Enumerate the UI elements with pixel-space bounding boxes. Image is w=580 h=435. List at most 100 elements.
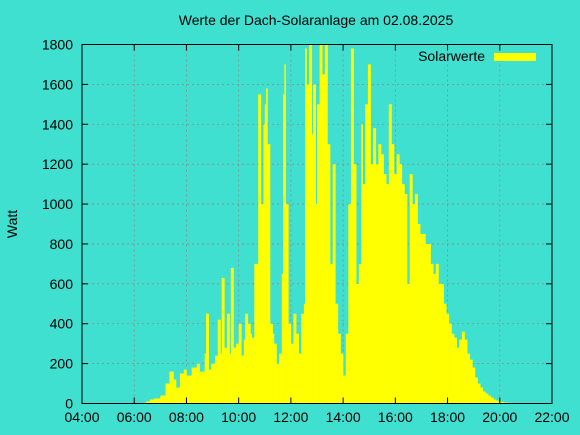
data-point bbox=[281, 273, 284, 404]
x-tick-label: 18:00 bbox=[430, 409, 465, 425]
data-point bbox=[311, 134, 314, 404]
x-tick-label: 16:00 bbox=[378, 409, 413, 425]
data-point bbox=[165, 383, 170, 404]
data-point bbox=[340, 353, 344, 404]
data-point bbox=[191, 367, 198, 404]
x-tick-label: 06:00 bbox=[117, 409, 152, 425]
data-point bbox=[495, 400, 499, 404]
data-point bbox=[169, 371, 174, 404]
axis-ticks: 0 200 400 600 800 1000 1200 1400 1600 1800 04:00 06… bbox=[42, 37, 570, 426]
data-point bbox=[317, 104, 320, 404]
data-point bbox=[258, 94, 262, 404]
data-point bbox=[298, 353, 302, 404]
data-point bbox=[474, 377, 478, 404]
data-point bbox=[251, 337, 255, 404]
y-tick-label: 600 bbox=[50, 276, 74, 292]
data-point bbox=[391, 144, 395, 404]
data-point bbox=[356, 283, 360, 404]
data-point bbox=[296, 333, 300, 404]
data-point bbox=[425, 243, 429, 404]
data-point bbox=[501, 401, 504, 404]
data-point bbox=[343, 375, 347, 404]
data-point bbox=[367, 64, 371, 404]
data-point bbox=[173, 379, 177, 404]
x-tick-label: 12:00 bbox=[273, 409, 308, 425]
y-axis-label: Watt bbox=[4, 210, 20, 238]
data-point bbox=[276, 363, 280, 404]
data-point bbox=[394, 174, 397, 404]
data-point bbox=[206, 313, 209, 404]
data-point bbox=[306, 84, 310, 404]
data-point bbox=[260, 204, 264, 404]
data-point bbox=[236, 343, 239, 404]
data-point bbox=[412, 204, 416, 404]
y-tick-label: 1400 bbox=[42, 116, 73, 132]
data-point bbox=[362, 184, 366, 404]
data-point bbox=[230, 267, 234, 404]
data-point bbox=[472, 367, 476, 404]
data-point bbox=[226, 313, 230, 404]
x-tick-label: 22:00 bbox=[534, 409, 569, 425]
data-point bbox=[186, 375, 192, 404]
data-point bbox=[348, 204, 352, 404]
data-point bbox=[443, 303, 447, 404]
data-point bbox=[243, 339, 246, 404]
data-point bbox=[480, 387, 484, 404]
x-tick-label: 04:00 bbox=[64, 409, 99, 425]
x-tick-label: 10:00 bbox=[221, 409, 256, 425]
data-point bbox=[350, 48, 354, 404]
data-point bbox=[365, 104, 369, 404]
data-point bbox=[490, 397, 494, 404]
data-point bbox=[250, 333, 253, 404]
data-point bbox=[285, 204, 289, 404]
data-point bbox=[153, 398, 161, 404]
data-point bbox=[270, 323, 273, 404]
data-point bbox=[267, 144, 271, 404]
data-point bbox=[493, 399, 497, 404]
data-point bbox=[399, 164, 403, 404]
data-point bbox=[279, 353, 283, 404]
data-point bbox=[427, 243, 431, 404]
data-point bbox=[459, 339, 463, 404]
data-point bbox=[438, 283, 442, 404]
data-point bbox=[332, 164, 336, 404]
data-point bbox=[305, 48, 307, 404]
data-point bbox=[433, 273, 437, 404]
data-point bbox=[273, 343, 277, 404]
data-point bbox=[303, 303, 306, 404]
y-tick-label: 1600 bbox=[42, 76, 73, 92]
data-point bbox=[313, 84, 316, 404]
y-tick-label: 0 bbox=[65, 396, 73, 412]
data-point bbox=[461, 331, 465, 404]
data-point bbox=[247, 323, 251, 404]
data-point bbox=[212, 363, 216, 404]
data-point bbox=[378, 144, 382, 404]
data-point bbox=[380, 154, 384, 404]
data-point bbox=[467, 353, 471, 404]
data-point bbox=[396, 154, 400, 404]
data-point bbox=[241, 355, 245, 404]
data-point bbox=[176, 387, 181, 404]
data-point bbox=[370, 164, 374, 404]
data-point bbox=[149, 399, 155, 404]
data-point bbox=[330, 263, 333, 404]
data-point bbox=[358, 263, 362, 404]
data-point bbox=[361, 124, 363, 404]
data-point bbox=[422, 233, 426, 404]
data-point bbox=[420, 233, 424, 404]
data-point bbox=[211, 363, 213, 404]
data-point bbox=[386, 184, 390, 404]
data-point bbox=[179, 373, 185, 404]
data-point bbox=[229, 353, 232, 404]
data-point bbox=[401, 184, 405, 404]
legend: Solarwerte bbox=[418, 48, 536, 64]
data-point bbox=[441, 283, 444, 404]
data-point bbox=[233, 347, 237, 404]
data-point bbox=[160, 395, 166, 404]
data-point bbox=[448, 323, 452, 404]
y-tick-label: 1200 bbox=[42, 156, 73, 172]
data-point bbox=[488, 395, 491, 404]
data-point bbox=[345, 333, 349, 404]
data-point bbox=[388, 104, 392, 404]
data-point bbox=[409, 174, 413, 404]
